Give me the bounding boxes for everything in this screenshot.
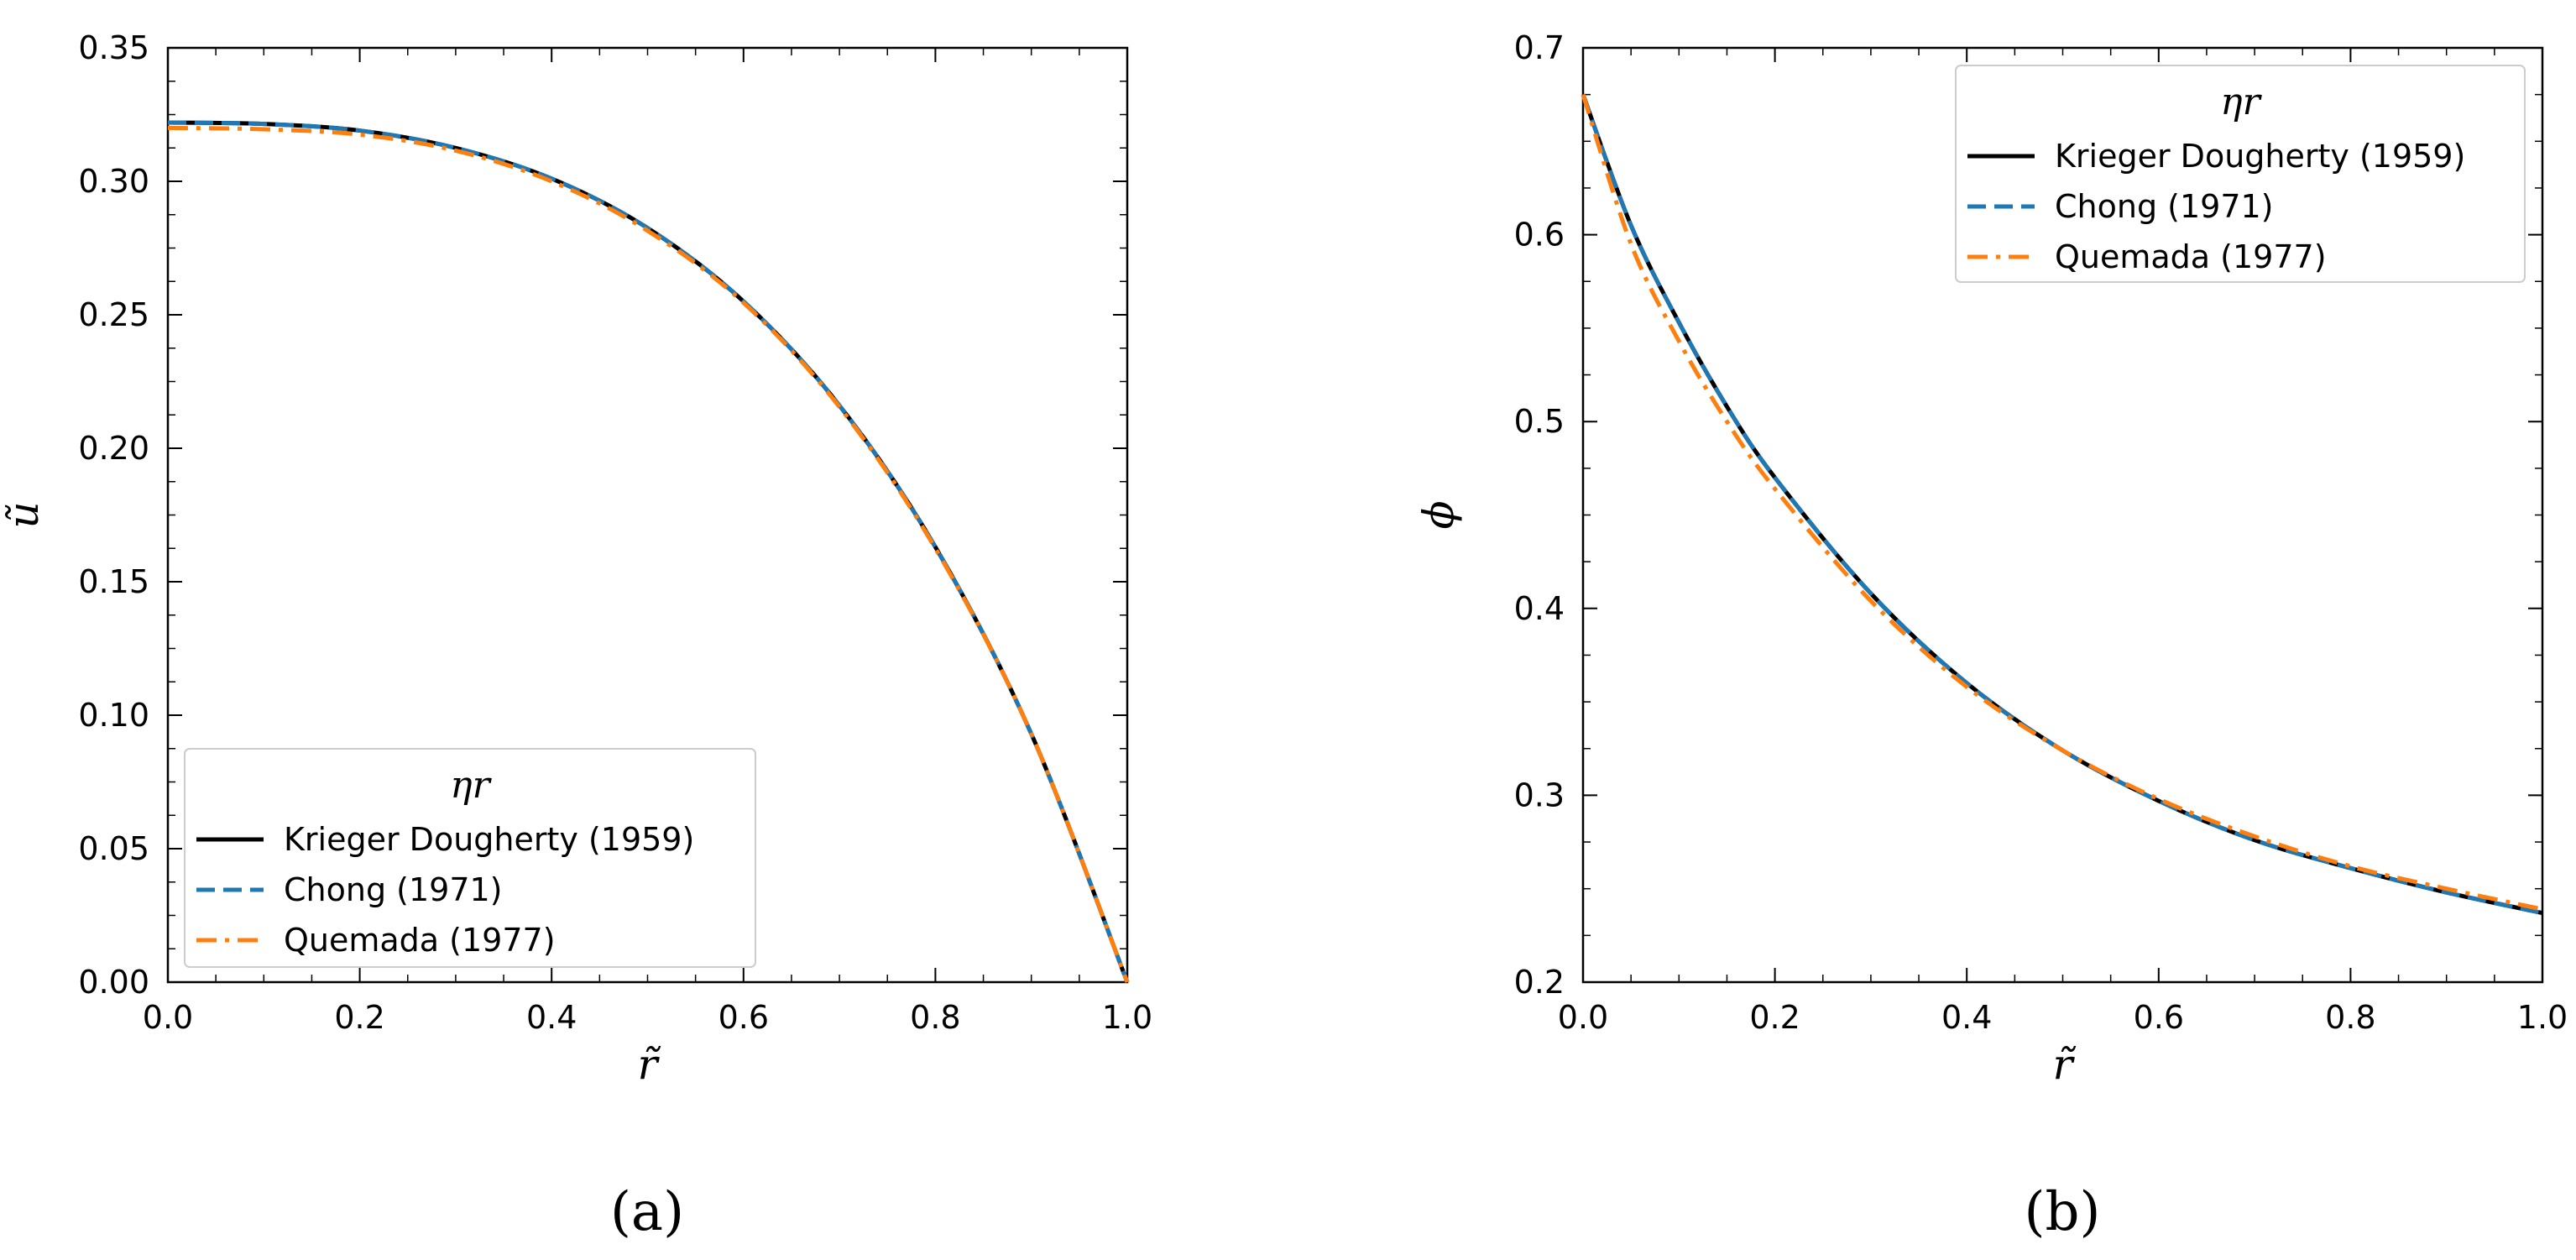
x-axis-label: r̃	[638, 1040, 661, 1089]
y-tick-label: 0.15	[78, 563, 149, 600]
y-tick-label: 0.2	[1514, 964, 1565, 1001]
y-tick-label: 0.35	[78, 29, 149, 66]
series-line-2	[1581, 93, 2543, 912]
legend-box	[1955, 65, 2526, 283]
y-tick-label: 0.3	[1514, 776, 1565, 813]
legend-label-1: Chong (1971)	[284, 871, 503, 908]
x-tick-label: 0.0	[1558, 999, 1608, 1036]
y-tick-label: 0.7	[1514, 29, 1565, 66]
x-tick-label: 0.0	[143, 999, 193, 1036]
chart-panel-b: 0.0 0.2 0.4 0.6 0.8 1.00.20.30.40.50.60.7r̃ϕη…	[1414, 29, 2568, 1243]
y-tick-label: 0.25	[78, 296, 149, 333]
legend-box	[184, 748, 756, 968]
x-tick-label: 1.0	[1102, 999, 1152, 1036]
series-line-2	[167, 125, 1130, 983]
y-tick-label: 0.6	[1514, 217, 1565, 254]
x-tick-label: 0.4	[1941, 999, 1992, 1036]
x-tick-label: 0.6	[2134, 999, 2184, 1036]
y-tick-label: 0.30	[78, 163, 149, 200]
legend-title: ηr	[2220, 81, 2262, 123]
legend-label-0: Krieger Dougherty (1959)	[2055, 138, 2465, 175]
x-tick-label: 0.4	[526, 999, 577, 1036]
x-tick-label: 0.2	[1749, 999, 1800, 1036]
x-axis-label: r̃	[2053, 1040, 2077, 1089]
legend-label-1: Chong (1971)	[2055, 188, 2274, 225]
y-tick-label: 0.20	[78, 430, 149, 467]
y-tick-label: 0.5	[1514, 403, 1565, 440]
panel-caption: (a)	[610, 1181, 684, 1243]
y-tick-label: 0.10	[78, 697, 149, 734]
legend-label-2: Quemada (1977)	[2055, 238, 2327, 275]
chart-panel-a: 0.0 0.2 0.4 0.6 0.8 1.0 0.00 0.05 0.10 0.15 0.20 0.…	[0, 29, 1152, 1243]
legend-label-0: Krieger Dougherty (1959)	[284, 821, 694, 858]
y-tick-label: 0.4	[1514, 590, 1565, 627]
x-tick-label: 0.8	[2325, 999, 2375, 1036]
y-axis-label: ϕ	[1414, 500, 1463, 529]
x-tick-label: 0.2	[334, 999, 384, 1036]
panel-caption: (b)	[2025, 1181, 2101, 1243]
y-axis-label: ũ	[0, 501, 48, 528]
series-line-1	[1581, 93, 2543, 916]
legend-title: ηr	[450, 764, 492, 807]
x-tick-label: 0.8	[910, 999, 960, 1036]
y-tick-label: 0.00	[78, 964, 149, 1001]
x-tick-label: 0.6	[718, 999, 769, 1036]
legend-label-2: Quemada (1977)	[284, 922, 556, 959]
x-tick-label: 1.0	[2517, 999, 2568, 1036]
y-tick-label: 0.05	[78, 830, 149, 867]
